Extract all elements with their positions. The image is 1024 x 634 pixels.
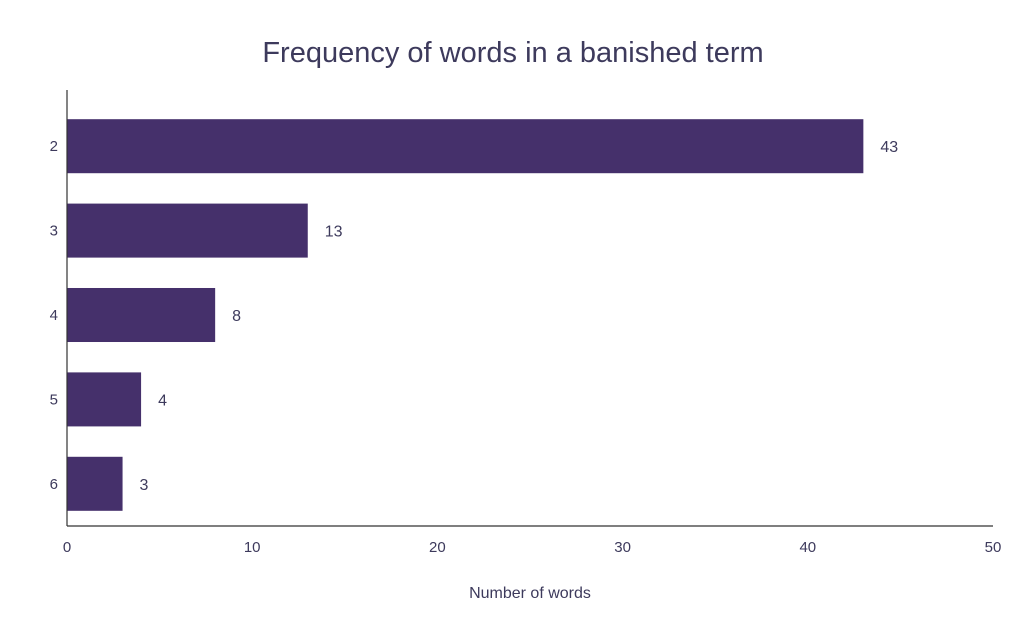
bar-2 [67,119,864,174]
bar-3 [67,203,308,258]
y-tick-label-2: 2 [50,138,58,155]
y-tick-label-6: 6 [50,476,58,493]
chart-title: Frequency of words in a banished term [262,37,763,69]
data-label-2: 43 [880,139,898,156]
y-tick-label-5: 5 [50,391,58,408]
x-axis-label: Number of words [469,585,591,602]
bar-4 [67,287,216,343]
data-label-6: 3 [140,477,149,494]
y-tick-label-4: 4 [50,307,58,324]
x-tick-label-10: 10 [244,539,261,556]
bar-5 [67,372,142,427]
data-label-4: 8 [232,308,241,325]
x-tick-label-40: 40 [799,539,816,556]
x-tick-labels-group: 0 10 20 30 40 50 [63,539,1002,556]
x-tick-label-30: 30 [614,539,631,556]
x-tick-label-20: 20 [429,539,446,556]
y-tick-label-3: 3 [50,223,58,240]
x-tick-label-50: 50 [985,539,1002,556]
data-label-3: 13 [325,224,343,241]
y-tick-labels-group: 2 3 4 5 6 [50,138,58,493]
x-tick-label-0: 0 [63,539,71,556]
bars-group [67,119,864,511]
data-label-5: 4 [158,392,167,409]
bar-6 [67,456,123,511]
